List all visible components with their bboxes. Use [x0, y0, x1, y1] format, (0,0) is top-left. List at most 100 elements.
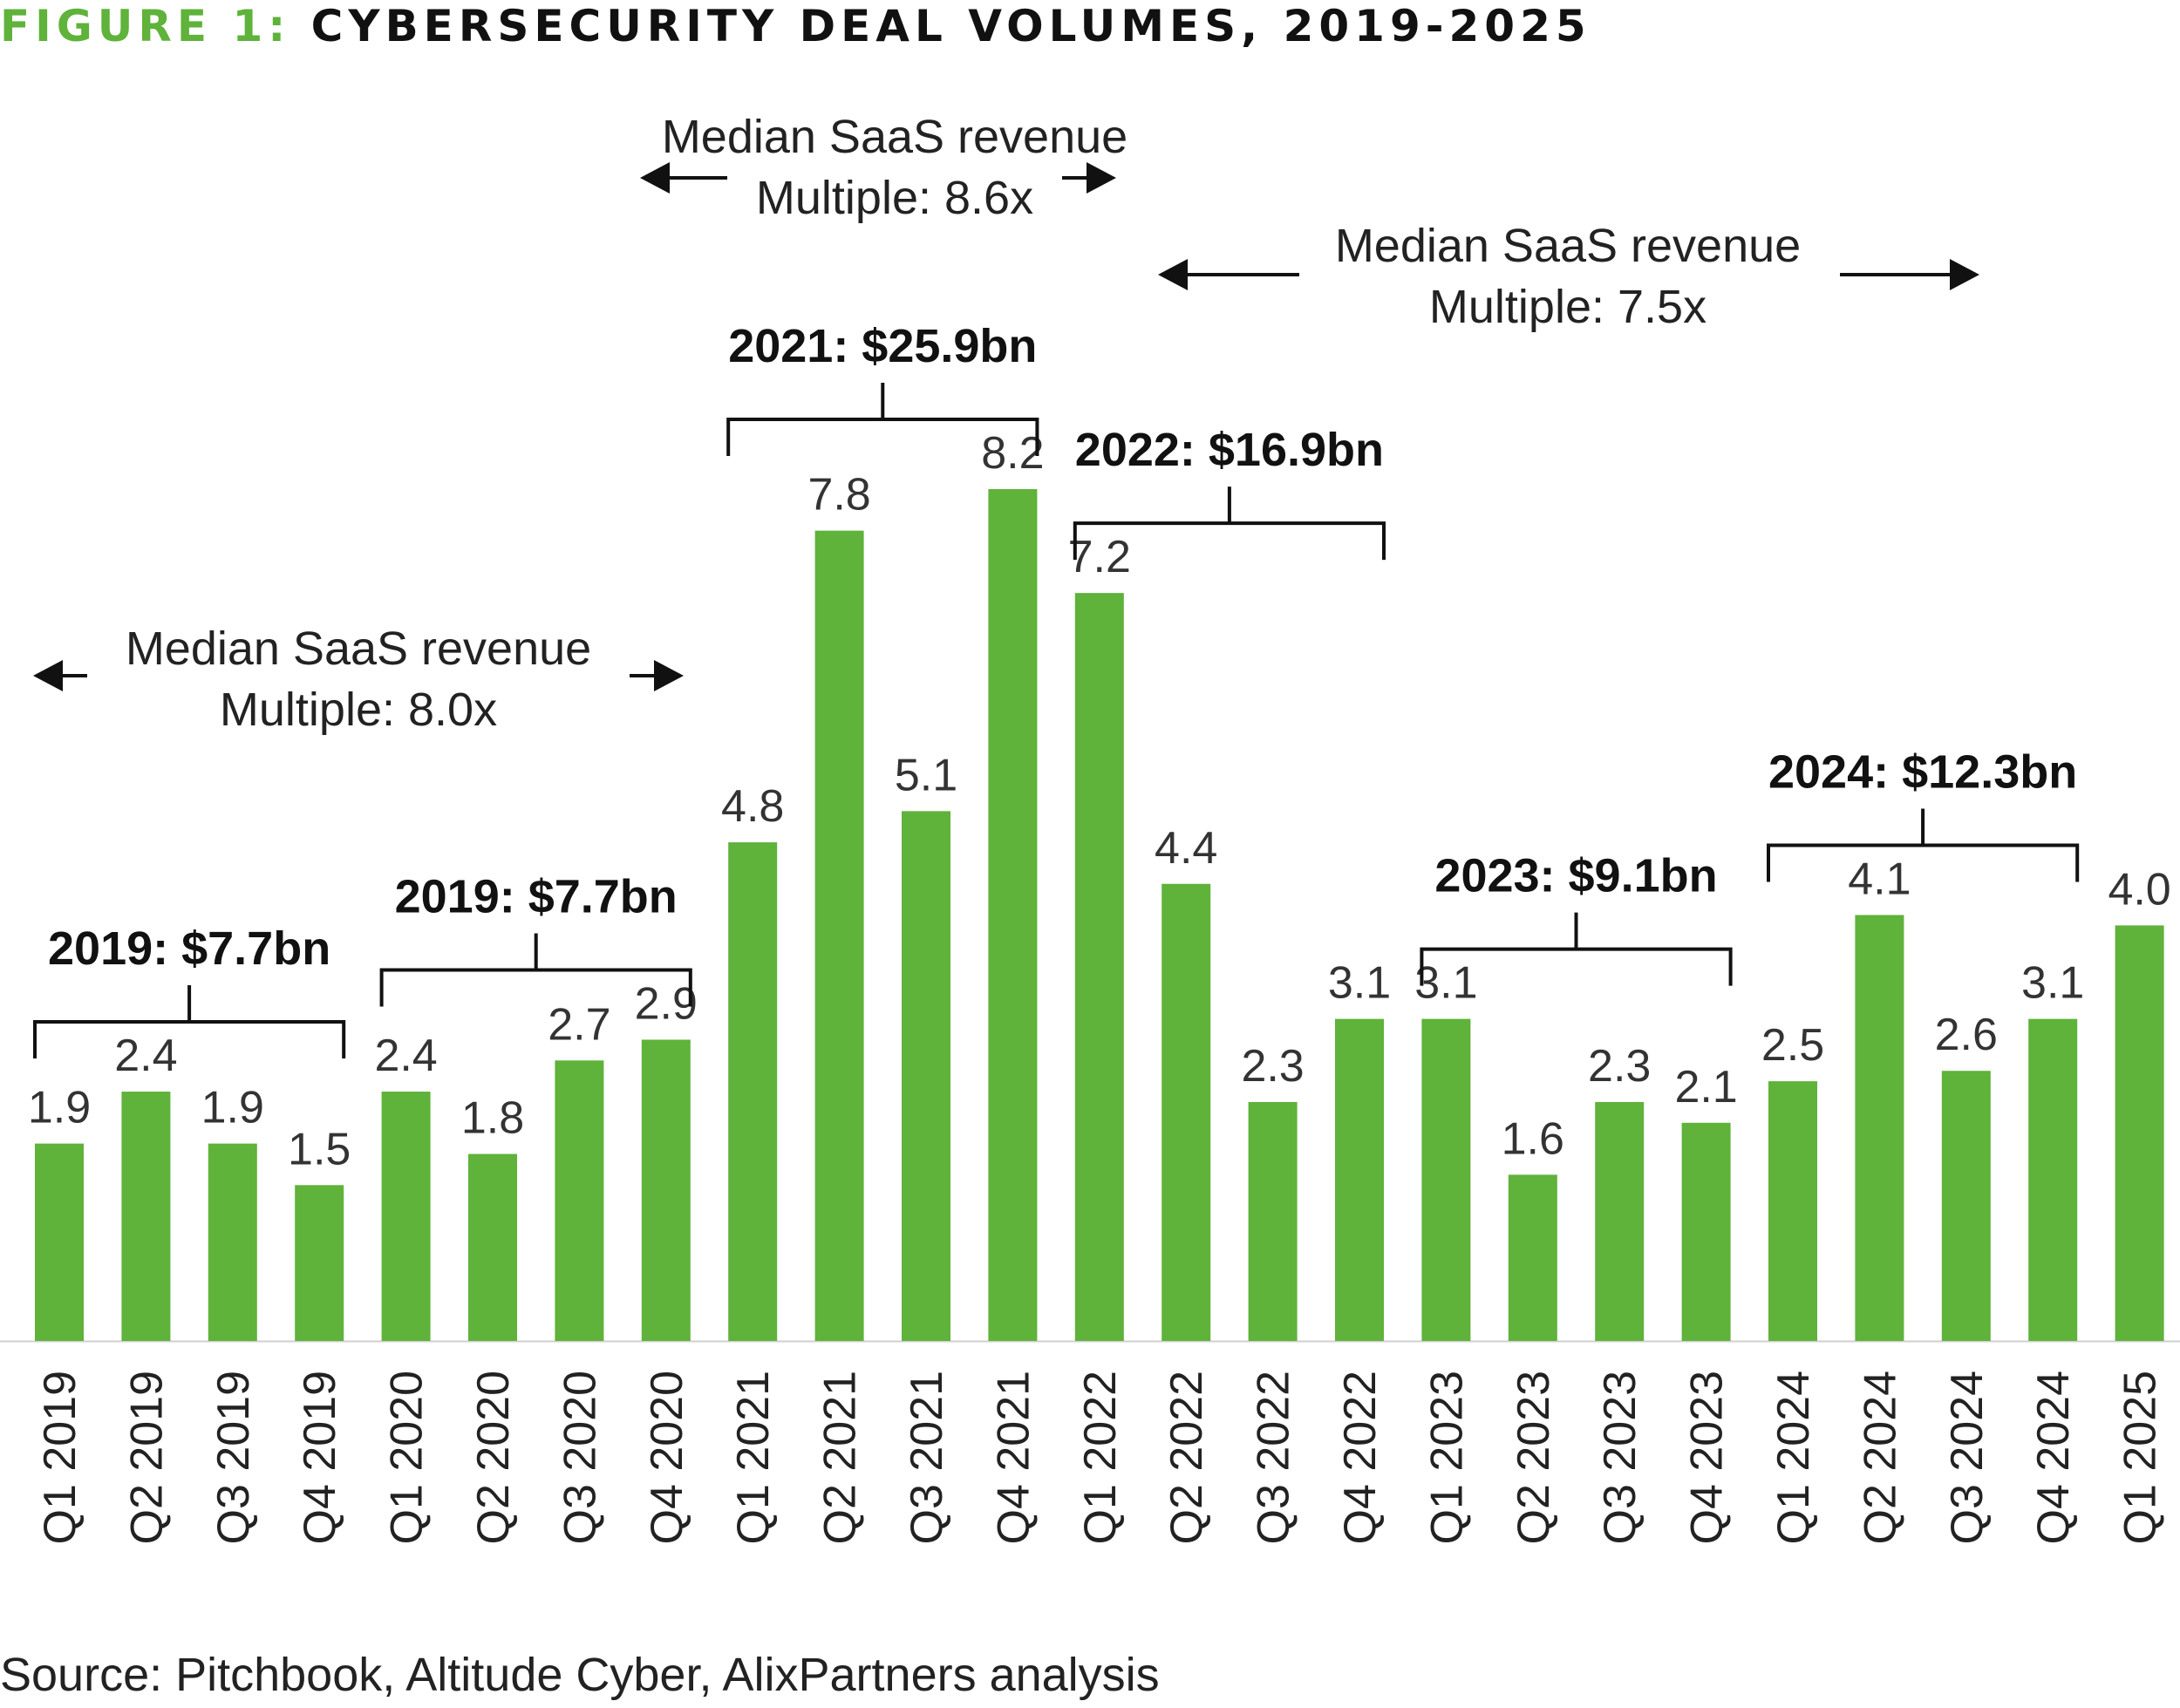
value-label-3: 1.5 — [288, 1124, 351, 1174]
bracket-2 — [726, 383, 1039, 456]
bar-7 — [641, 1039, 691, 1341]
category-label-6: Q3 2020 — [555, 1371, 605, 1545]
bar-23 — [2028, 1018, 2078, 1341]
value-label-16: 3.1 — [1414, 958, 1477, 1009]
category-label-22: Q3 2024 — [1942, 1371, 1993, 1545]
bracket-1 — [379, 933, 692, 1007]
arrow-left-icon-1 — [640, 162, 670, 194]
value-label-5: 1.8 — [461, 1093, 524, 1144]
arrow-left-icon-2 — [1158, 259, 1188, 290]
bracket-label-3: 2022: $16.9bn — [1075, 424, 1384, 476]
value-label-12: 7.2 — [1068, 532, 1131, 582]
category-label-4: Q1 2020 — [382, 1371, 433, 1545]
category-label-2: Q3 2019 — [208, 1371, 259, 1545]
bar-18 — [1595, 1101, 1645, 1341]
value-label-18: 2.3 — [1588, 1041, 1651, 1092]
value-label-22: 2.6 — [1935, 1010, 1998, 1060]
bar-5 — [468, 1153, 517, 1341]
value-label-19: 2.1 — [1674, 1062, 1737, 1113]
source-note: Source: Pitchbook, Altitude Cyber, AlixP… — [0, 1649, 1160, 1701]
multiple-line1-2: Median SaaS revenue — [1335, 220, 1801, 272]
bar-22 — [1941, 1071, 1991, 1341]
bracket-label-1: 2019: $7.7bn — [395, 870, 678, 922]
arrow-right-icon-2 — [1950, 259, 1979, 290]
value-label-2: 1.9 — [201, 1083, 264, 1133]
category-label-24: Q1 2025 — [2115, 1371, 2166, 1545]
multiple-line1-0: Median SaaS revenue — [126, 623, 591, 675]
bracket-label-2: 2021: $25.9bn — [728, 320, 1037, 372]
bracket-3 — [1073, 487, 1386, 561]
bracket-4 — [1420, 912, 1733, 986]
value-label-8: 4.8 — [721, 781, 784, 832]
value-label-13: 4.4 — [1155, 823, 1217, 874]
value-label-0: 1.9 — [28, 1083, 91, 1133]
category-label-18: Q3 2023 — [1595, 1371, 1645, 1545]
value-label-23: 3.1 — [2021, 958, 2084, 1009]
category-label-19: Q4 2023 — [1682, 1371, 1733, 1545]
bar-4 — [381, 1092, 431, 1341]
category-label-1: Q2 2019 — [121, 1371, 172, 1545]
value-label-7: 2.9 — [635, 978, 698, 1029]
bar-21 — [1855, 915, 1904, 1341]
bracket-0 — [33, 985, 346, 1059]
category-label-5: Q2 2020 — [468, 1371, 519, 1545]
category-label-17: Q2 2023 — [1509, 1371, 1559, 1545]
category-label-8: Q1 2021 — [728, 1371, 779, 1545]
bar-1 — [121, 1092, 171, 1341]
value-label-17: 1.6 — [1502, 1113, 1564, 1164]
value-label-24: 4.0 — [2108, 864, 2170, 915]
value-label-14: 2.3 — [1241, 1041, 1304, 1092]
bar-14 — [1248, 1101, 1298, 1341]
category-label-23: Q4 2024 — [2028, 1371, 2079, 1545]
multiple-line2-1: Multiple: 8.6x — [756, 172, 1033, 224]
bar-16 — [1421, 1018, 1471, 1341]
bar-8 — [728, 842, 778, 1341]
category-label-3: Q4 2019 — [295, 1371, 345, 1545]
bracket-label-5: 2024: $12.3bn — [1768, 746, 2077, 799]
bar-12 — [1074, 593, 1124, 1341]
figure-title-text: CYBERSECURITY DEAL VOLUMES, 2019-2025 — [310, 1, 1591, 51]
bar-chart: 1.9 Q1 2019 2.4 Q2 2019 1.9 Q3 2019 1.5 Q4 2019… — [0, 111, 2180, 1545]
multiple-line2-0: Multiple: 8.0x — [220, 684, 497, 736]
bar-11 — [988, 489, 1038, 1341]
bar-15 — [1335, 1018, 1384, 1341]
multiple-line2-2: Multiple: 7.5x — [1429, 281, 1707, 333]
bracket-5 — [1767, 808, 2080, 882]
category-label-9: Q2 2021 — [815, 1371, 866, 1545]
value-label-1: 2.4 — [114, 1031, 177, 1081]
category-label-13: Q2 2022 — [1162, 1371, 1212, 1545]
category-label-0: Q1 2019 — [35, 1371, 85, 1545]
bar-3 — [295, 1185, 344, 1341]
value-label-6: 2.7 — [548, 999, 610, 1050]
value-label-21: 4.1 — [1848, 854, 1911, 905]
arrow-right-icon-1 — [1087, 162, 1116, 194]
arrow-left-icon-0 — [33, 660, 63, 691]
value-label-20: 2.5 — [1761, 1020, 1824, 1071]
value-label-4: 2.4 — [374, 1031, 437, 1081]
category-label-12: Q1 2022 — [1075, 1371, 1126, 1545]
category-label-20: Q1 2024 — [1768, 1371, 1819, 1545]
bar-20 — [1768, 1081, 1817, 1341]
category-label-15: Q4 2022 — [1335, 1371, 1386, 1545]
bar-13 — [1162, 883, 1211, 1341]
bar-17 — [1508, 1174, 1557, 1341]
category-label-10: Q3 2021 — [902, 1371, 952, 1545]
figure-title: FIGURE 1: CYBERSECURITY DEAL VOLUMES, 20… — [0, 0, 1591, 52]
category-label-21: Q2 2024 — [1855, 1371, 1905, 1545]
category-label-11: Q4 2021 — [988, 1371, 1039, 1545]
category-label-16: Q1 2023 — [1421, 1371, 1472, 1545]
category-label-7: Q4 2020 — [642, 1371, 692, 1545]
category-label-14: Q3 2022 — [1249, 1371, 1299, 1545]
bar-0 — [35, 1143, 84, 1341]
bar-24 — [2115, 925, 2164, 1341]
value-label-9: 7.8 — [807, 470, 870, 521]
value-label-11: 8.2 — [981, 428, 1044, 479]
arrow-right-icon-0 — [654, 660, 684, 691]
bracket-label-0: 2019: $7.7bn — [48, 922, 330, 975]
bar-19 — [1681, 1122, 1731, 1341]
bracket-label-4: 2023: $9.1bn — [1434, 850, 1717, 902]
bar-9 — [814, 530, 864, 1341]
figure-label: FIGURE 1: — [0, 1, 291, 51]
bar-2 — [208, 1143, 257, 1341]
